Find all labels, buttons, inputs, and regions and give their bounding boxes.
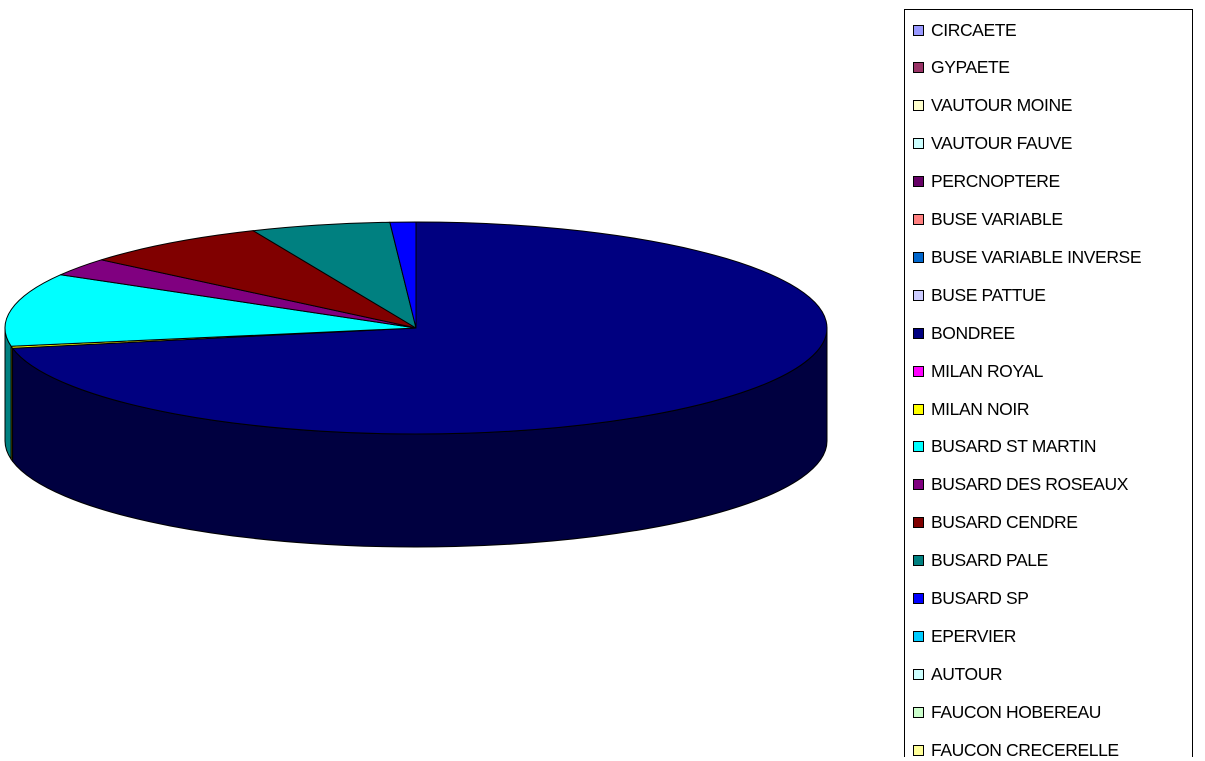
legend-label: BUSARD DES ROSEAUX [931, 474, 1129, 495]
legend-swatch [913, 668, 924, 680]
legend-item-gypaete: GYPAETE [913, 56, 1010, 80]
legend-item-vautour-fauve: VAUTOUR FAUVE [913, 132, 1072, 156]
chart-legend: CIRCAETE GYPAETE VAUTOUR MOINE VAUTOUR FAUV… [904, 9, 1193, 757]
legend-swatch [913, 24, 924, 36]
legend-item-busard-sp: BUSARD SP [913, 587, 1029, 611]
legend-swatch [913, 479, 924, 491]
legend-item-bondree: BONDREE [913, 321, 1015, 345]
legend-item-milan-noir: MILAN NOIR [913, 397, 1030, 421]
legend-swatch [913, 327, 924, 339]
legend-item-busard-des-roseaux: BUSARD DES ROSEAUX [913, 473, 1128, 497]
legend-label: AUTOUR [931, 663, 1003, 684]
legend-item-buse-pattue: BUSE PATTUE [913, 283, 1046, 307]
legend-label: BUSARD PALE [931, 550, 1048, 571]
pie-tops [4, 221, 828, 435]
legend-label: BUSE VARIABLE [931, 209, 1063, 229]
legend-label: FAUCON HOBEREAU [931, 701, 1101, 722]
legend-swatch [913, 403, 924, 415]
pie-slice-busard-cendre [100, 230, 417, 329]
pie-chart [4, 221, 828, 548]
pie-side-busard-st-martin [4, 327, 12, 460]
pie-slice-busard-pale [252, 221, 417, 329]
legend-label: BUSARD SP [931, 588, 1029, 608]
legend-swatch [913, 441, 924, 453]
legend-swatch [913, 214, 924, 225]
legend-item-faucon-crecerelle: FAUCON CRECERELLE [913, 738, 1119, 757]
legend-label: BUSE PATTUE [931, 284, 1046, 305]
legend-swatch [913, 593, 924, 604]
legend-label: MILAN NOIR [931, 398, 1030, 419]
legend-swatch [913, 365, 924, 377]
legend-item-busard-cendre: BUSARD CENDRE [913, 511, 1078, 535]
legend-swatch [913, 630, 924, 642]
legend-swatch [913, 62, 924, 74]
legend-item-buse-variable-inverse: BUSE VARIABLE INVERSE [913, 245, 1142, 269]
legend-item-faucon-hobereau: FAUCON HOBEREAU [913, 700, 1101, 724]
pie-slice-busard-sp [389, 221, 417, 329]
legend-label: BONDREE [931, 322, 1015, 343]
legend-item-percnoptere: PERCNOPTERE [913, 170, 1060, 194]
legend-swatch [913, 706, 924, 718]
legend-item-autour: AUTOUR [913, 662, 1003, 686]
legend-label: VAUTOUR MOINE [931, 95, 1072, 116]
legend-label: CIRCAETE [931, 19, 1017, 40]
legend-label: BUSARD CENDRE [931, 512, 1078, 533]
legend-swatch [913, 100, 924, 112]
legend-label: EPERVIER [931, 625, 1016, 646]
legend-label: BUSE VARIABLE INVERSE [931, 246, 1142, 267]
legend-swatch [913, 176, 924, 188]
pie-slice-busard-st-martin [4, 274, 417, 347]
legend-swatch [913, 138, 924, 150]
legend-swatch [913, 289, 924, 301]
legend-label: PERCNOPTERE [931, 171, 1060, 192]
legend-swatch [913, 555, 924, 567]
legend-label: MILAN ROYAL [931, 360, 1043, 381]
legend-swatch [913, 251, 924, 263]
legend-label: FAUCON CRECERELLE [931, 739, 1119, 757]
pie-slice-bondree [12, 221, 828, 435]
legend-label: BUSARD ST MARTIN [931, 436, 1097, 457]
legend-item-busard-pale: BUSARD PALE [913, 549, 1048, 573]
legend-item-epervier: EPERVIER [913, 624, 1016, 648]
legend-item-milan-royal: MILAN ROYAL [913, 359, 1043, 383]
legend-swatch [913, 744, 924, 756]
legend-item-vautour-moine: VAUTOUR MOINE [913, 94, 1072, 118]
legend-swatch [913, 517, 924, 529]
legend-label: GYPAETE [931, 57, 1010, 78]
legend-item-circaete: CIRCAETE [913, 18, 1017, 42]
legend-label: VAUTOUR FAUVE [931, 133, 1072, 154]
legend-item-busard-st-martin: BUSARD ST MARTIN [913, 435, 1096, 459]
legend-item-buse-variable: BUSE VARIABLE [913, 208, 1063, 232]
